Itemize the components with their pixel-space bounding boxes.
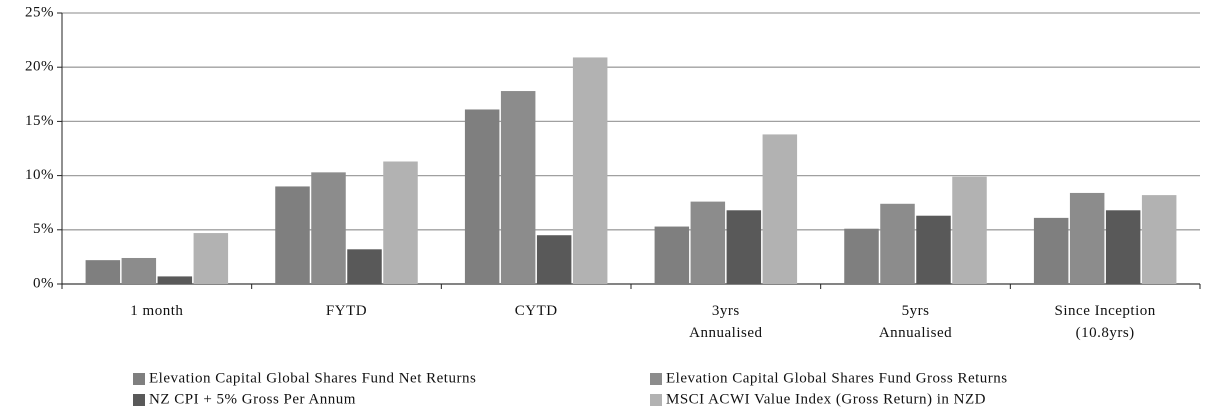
bar bbox=[1069, 192, 1105, 284]
bar bbox=[347, 249, 382, 284]
legend-swatch bbox=[650, 373, 662, 385]
bar bbox=[464, 109, 500, 284]
bar bbox=[952, 176, 987, 284]
bar bbox=[121, 257, 157, 284]
y-tick-label: 20% bbox=[25, 59, 54, 75]
bar bbox=[880, 203, 915, 284]
x-tick-label: FYTD bbox=[325, 303, 368, 319]
legend-swatch bbox=[650, 394, 662, 406]
legend-swatch bbox=[133, 373, 145, 385]
bar bbox=[383, 161, 418, 284]
bar bbox=[572, 57, 608, 284]
legend-swatch bbox=[133, 394, 145, 406]
bar bbox=[311, 172, 346, 284]
bar bbox=[275, 186, 310, 284]
bar bbox=[726, 210, 762, 284]
bar bbox=[844, 228, 879, 284]
y-tick-label: 0% bbox=[33, 275, 54, 291]
bar bbox=[536, 235, 572, 284]
legend-label: Elevation Capital Global Shares Fund Gro… bbox=[666, 370, 1008, 386]
bar bbox=[1105, 210, 1141, 284]
x-tick-label: 3yrs Annualised bbox=[689, 303, 763, 341]
bar bbox=[1141, 195, 1177, 284]
y-tick-label: 15% bbox=[25, 113, 54, 129]
y-tick-label: 10% bbox=[25, 167, 54, 183]
x-tick-label: Since Inception (10.8yrs) bbox=[1054, 303, 1156, 341]
bar bbox=[500, 91, 536, 284]
x-tick-label: CYTD bbox=[514, 303, 558, 319]
bar bbox=[690, 201, 726, 284]
y-tick-label: 5% bbox=[33, 221, 54, 237]
bar bbox=[1033, 217, 1069, 284]
y-tick-label: 25% bbox=[25, 4, 54, 20]
legend-label: MSCI ACWI Value Index (Gross Return) in … bbox=[666, 391, 986, 407]
bar bbox=[157, 276, 193, 284]
x-tick-label: 1 month bbox=[130, 303, 184, 319]
legend-label: NZ CPI + 5% Gross Per Annum bbox=[149, 391, 356, 407]
legend-label: Elevation Capital Global Shares Fund Net… bbox=[149, 370, 476, 386]
bar bbox=[193, 233, 229, 284]
x-tick-label: 5yrs Annualised bbox=[878, 303, 953, 341]
bar bbox=[654, 226, 690, 284]
bar bbox=[762, 134, 798, 284]
bar bbox=[916, 215, 951, 284]
bar bbox=[85, 260, 121, 284]
